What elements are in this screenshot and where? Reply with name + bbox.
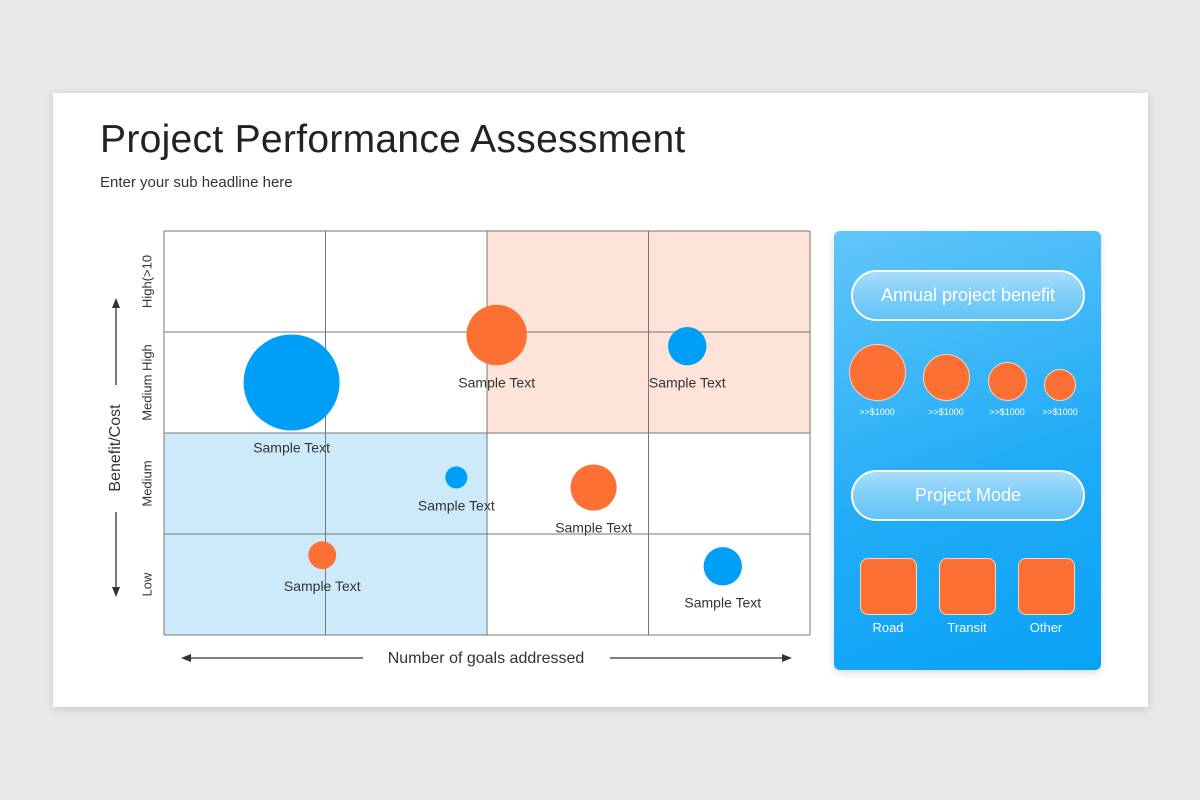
benefit-circle-smallest <box>1044 369 1076 401</box>
y-tick-label: Low <box>139 572 154 596</box>
y-tick-label: Medium High <box>139 344 154 421</box>
bubble-label: Sample Text <box>284 578 361 594</box>
benefit-label: >>$1000 <box>989 407 1025 417</box>
benefit-label: >>$1000 <box>928 407 964 417</box>
y-tick-label: High(>10 <box>139 255 154 308</box>
mode-label-road: Road <box>872 620 904 635</box>
benefit-label: >>$1000 <box>1042 407 1078 417</box>
benefit-circle-small <box>988 362 1027 401</box>
x-axis-label: Number of goals addressed <box>388 650 585 667</box>
arrow-right-icon <box>782 654 792 662</box>
page-title: Project Performance Assessment <box>100 118 686 161</box>
mode-label-other: Other <box>1029 620 1063 635</box>
y-tick-label: Medium <box>139 460 154 506</box>
bubble <box>243 334 340 431</box>
bubble <box>466 304 527 366</box>
bubble <box>668 326 707 366</box>
benefit-label: >>$1000 <box>859 407 895 417</box>
mode-label-transit: Transit <box>947 620 987 635</box>
benefit-circle-large <box>849 344 906 401</box>
arrow-down-icon <box>112 587 120 597</box>
bubble <box>308 541 337 570</box>
y-axis-label: Benefit/Cost <box>107 404 124 492</box>
project-mode-button[interactable]: Project Mode <box>851 470 1085 521</box>
bubble-label: Sample Text <box>253 440 330 456</box>
legend-panel: Annual project benefit >>$1000 >>$1000 >… <box>834 231 1101 670</box>
mode-other-square <box>1018 558 1075 615</box>
bubble <box>570 464 617 511</box>
bubble <box>445 466 468 489</box>
arrow-left-icon <box>181 654 191 662</box>
bubble-label: Sample Text <box>458 374 535 390</box>
annual-benefit-button[interactable]: Annual project benefit <box>851 270 1085 321</box>
mode-road-square <box>860 558 917 615</box>
benefit-circle-medium <box>923 354 970 401</box>
mode-transit-square <box>939 558 996 615</box>
page-subtitle: Enter your sub headline here <box>100 174 293 191</box>
bubble-label: Sample Text <box>649 374 726 390</box>
bubble <box>703 547 742 586</box>
arrow-up-icon <box>112 298 120 308</box>
bubble-label: Sample Text <box>684 595 761 611</box>
bubble-label: Sample Text <box>555 520 632 536</box>
bubble-label: Sample Text <box>418 497 495 513</box>
